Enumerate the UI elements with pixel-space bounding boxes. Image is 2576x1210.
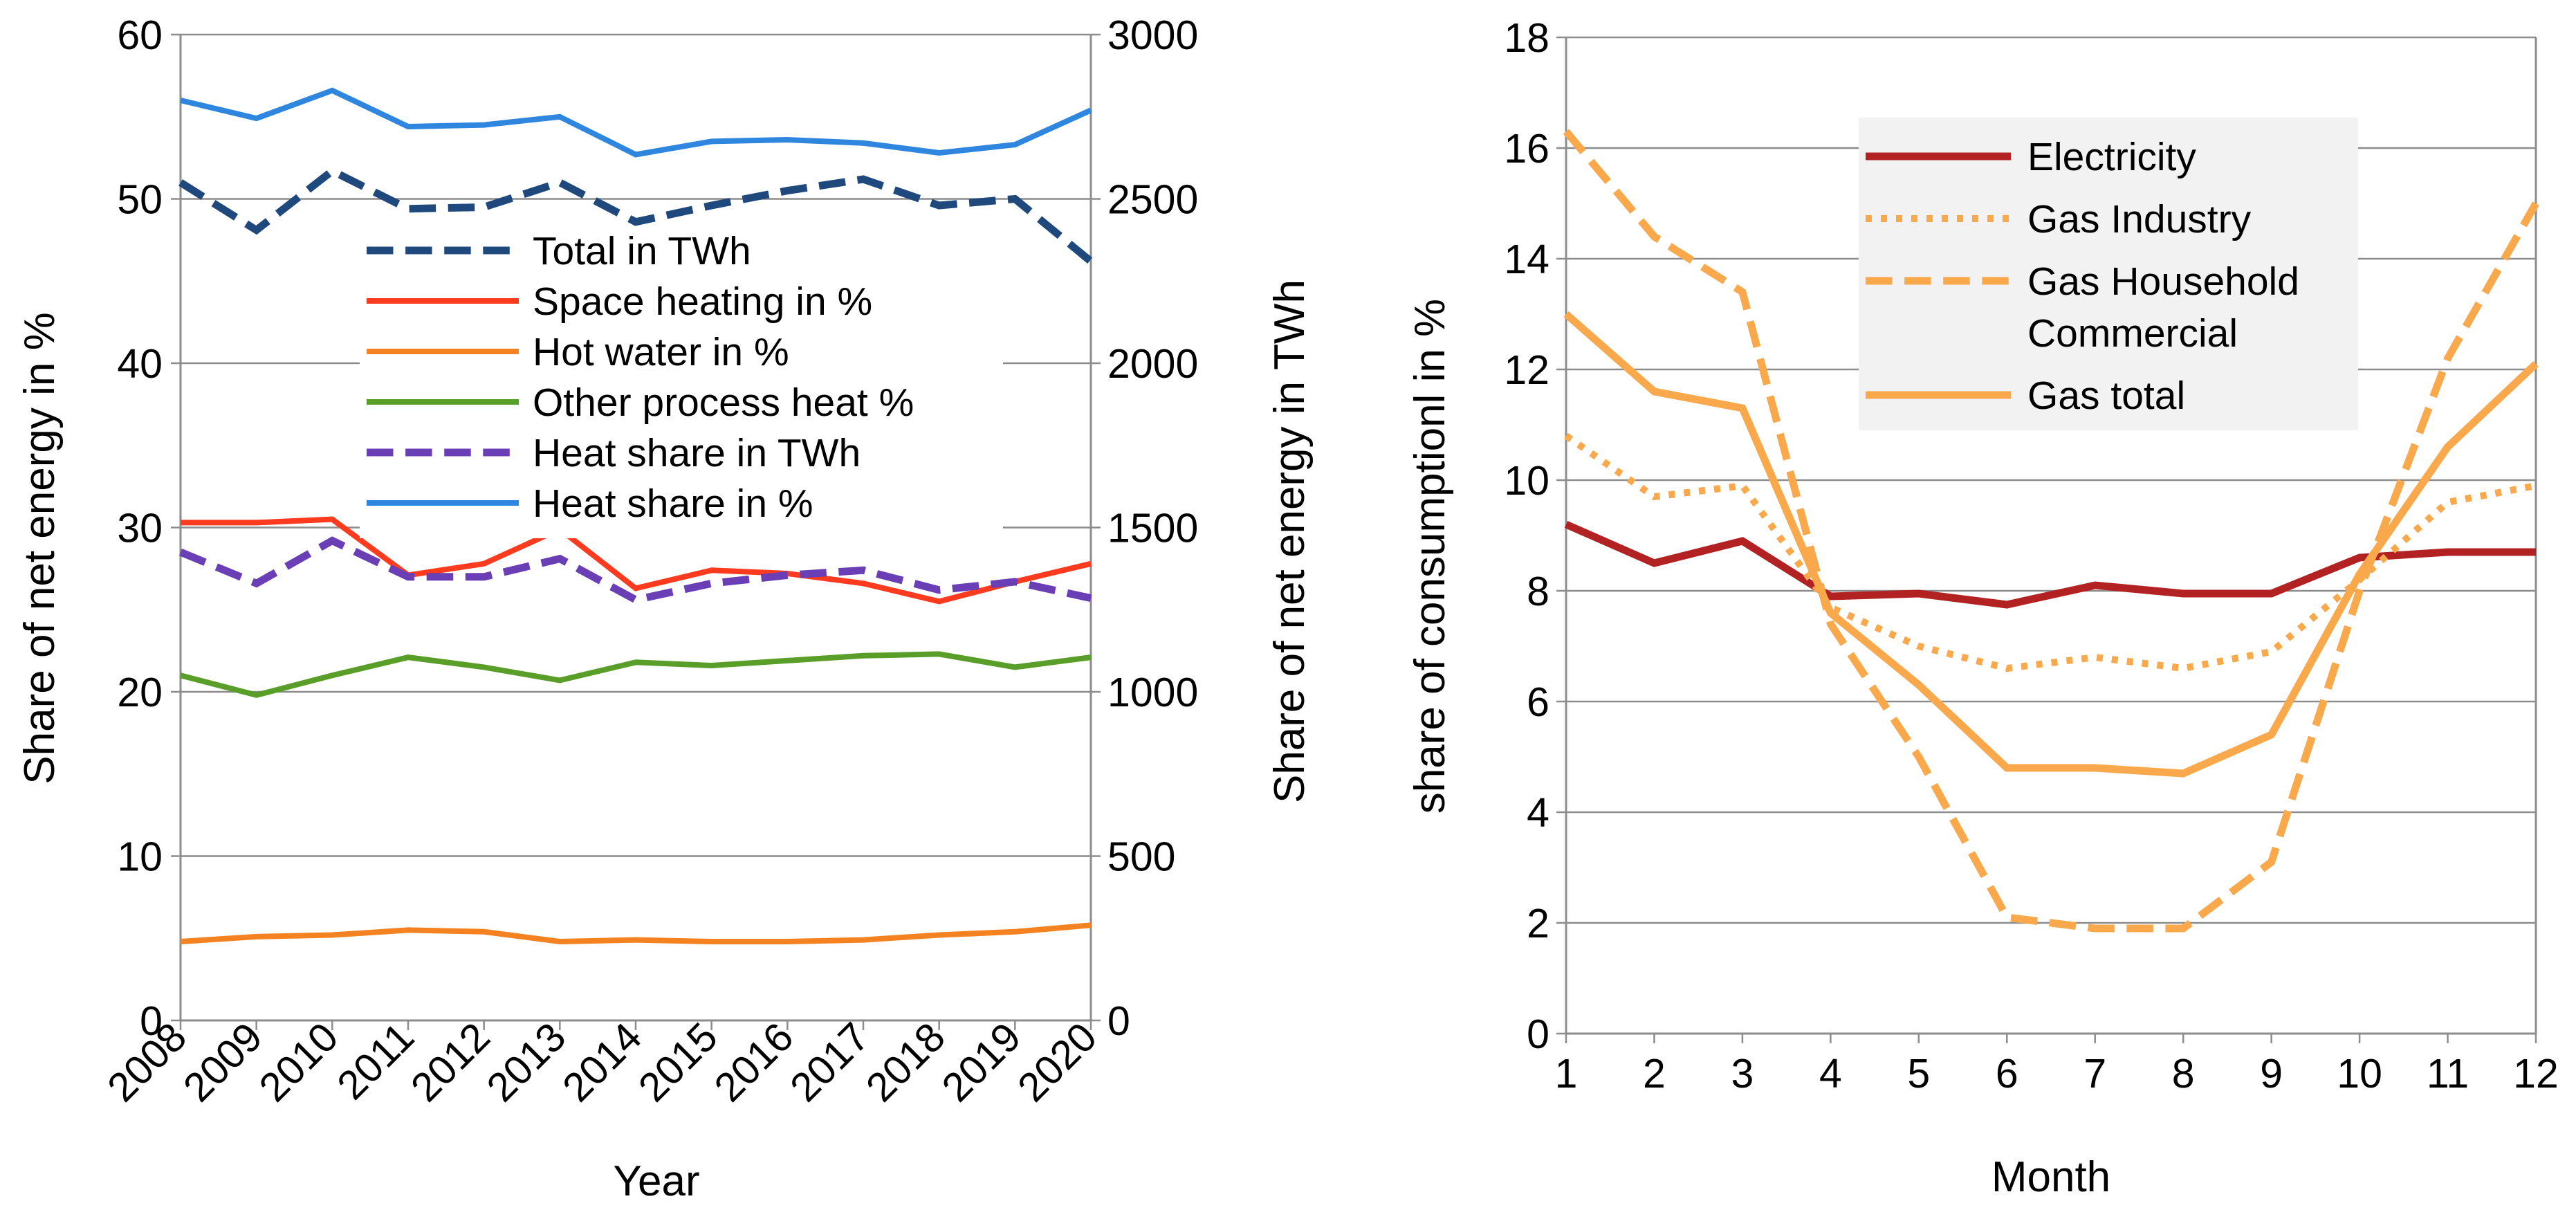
x-tick-label: 5: [1907, 1051, 1930, 1097]
x-tick-label: 3: [1731, 1051, 1754, 1097]
y-tick-label: 12: [1504, 347, 1549, 393]
y2-tick-label: 2000: [1107, 341, 1198, 387]
y-tick-label: 4: [1527, 790, 1549, 836]
series-line-gas-industry: [1564, 432, 2537, 672]
y-tick-label: 30: [117, 506, 163, 551]
legend-label: Total in TWh: [533, 229, 751, 273]
y-tick-label: 50: [117, 177, 163, 223]
chart-1-energy-shares: 0102030405060050010001500200025003000200…: [16, 12, 1314, 1205]
y-tick-label: 20: [117, 670, 163, 715]
y-tick-label: 0: [1527, 1011, 1549, 1057]
x-axis-title: Month: [1991, 1153, 2110, 1201]
x-axis-title: Year: [613, 1157, 699, 1205]
y-tick-label: 40: [117, 341, 163, 387]
y-tick-label: 14: [1504, 237, 1549, 282]
y2-tick-label: 0: [1107, 998, 1130, 1044]
legend-label: Gas Household: [2027, 259, 2299, 304]
x-tick-label: 9: [2260, 1051, 2283, 1097]
x-tick-label: 1: [1555, 1051, 1578, 1097]
series-line-hot-water-in: [180, 922, 1092, 945]
legend-box: [1859, 118, 2358, 430]
y-tick-label: 10: [117, 834, 163, 880]
y2-tick-label: 500: [1107, 834, 1175, 880]
y2-tick-label: 1000: [1107, 670, 1198, 715]
legend-label: Heat share in %: [533, 482, 813, 526]
series-line-total-in-twh: [178, 166, 1094, 265]
y2-tick-label: 3000: [1107, 12, 1198, 58]
legend-label: Commercial: [2027, 311, 2238, 356]
series-line-space-heating-in: [181, 516, 1092, 605]
x-tick-label: 7: [2083, 1051, 2106, 1097]
legend-label: Electricity: [2027, 135, 2196, 179]
y2-tick-label: 2500: [1107, 177, 1198, 223]
x-tick-label: 4: [1819, 1051, 1842, 1097]
x-tick-label: 6: [1996, 1051, 2018, 1097]
y-tick-label: 18: [1504, 15, 1549, 61]
x-tick-label: 12: [2513, 1051, 2559, 1097]
x-tick-label: 10: [2337, 1051, 2382, 1097]
series-line-other-process-heat: [179, 651, 1092, 698]
y-tick-label: 16: [1504, 126, 1549, 172]
x-tick-label: 2: [1643, 1051, 1666, 1097]
y2-axis-title: Share of net energy in TWh: [1266, 279, 1314, 803]
y-tick-label: 6: [1527, 679, 1549, 725]
y2-tick-label: 1500: [1107, 506, 1198, 551]
legend-box: [360, 228, 1003, 538]
y-axis-title: share of consumptionl in %: [1406, 299, 1454, 814]
y-axis-title: Share of net energy in %: [16, 312, 64, 784]
x-tick-label: 11: [2427, 1051, 2469, 1097]
y-tick-label: 0: [140, 998, 163, 1044]
series-line-electricity: [1564, 520, 2536, 609]
legend-label: Heat share in TWh: [533, 431, 861, 475]
legend-label: Space heating in %: [533, 279, 872, 324]
x-tick-label: 8: [2172, 1051, 2195, 1097]
legend-label: Gas Industry: [2027, 197, 2252, 241]
series-line-heat-share-in-twh: [178, 536, 1092, 604]
series-line-heat-share-in: [180, 87, 1092, 158]
y-tick-label: 2: [1527, 901, 1549, 946]
y-tick-label: 10: [1504, 458, 1549, 504]
series-line-gas-household-commercial: [1563, 129, 2539, 933]
legend-label: Other process heat %: [533, 381, 914, 425]
y-tick-label: 8: [1527, 569, 1549, 614]
series-line-gas-total: [1563, 311, 2539, 778]
legend-label: Gas total: [2027, 374, 2185, 418]
legend-label: Hot water in %: [533, 330, 789, 374]
y-tick-label: 60: [117, 12, 163, 58]
